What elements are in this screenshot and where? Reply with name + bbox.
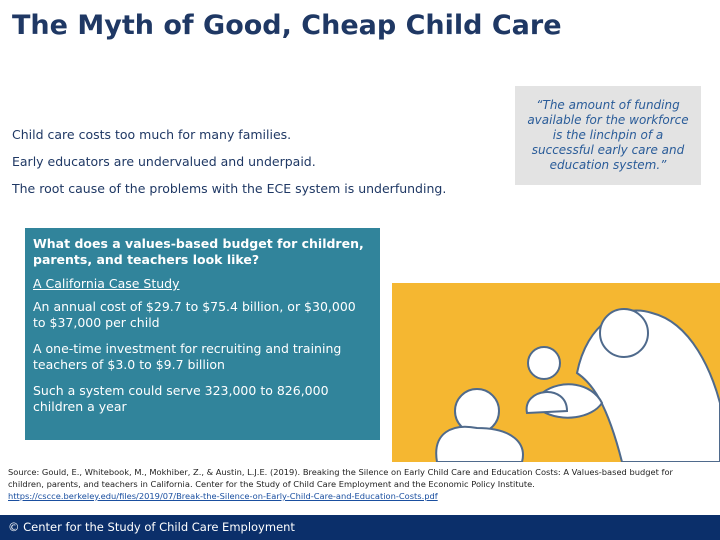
callout-item: A one-time investment for recruiting and… [33,341,342,372]
source-note: Source: Gould, E., Whitebook, M., Mokhib… [8,466,708,502]
callout-item: Such a system could serve 323,000 to 826… [33,383,329,414]
callout-question: What does a values-based budget for chil… [33,236,364,267]
quote-box: “The amount of funding available for the… [515,86,701,185]
quote: “The amount of funding available for the… [527,98,689,172]
footer-bar [0,515,720,540]
case-study-link[interactable]: A California Case Study [33,276,180,291]
callout-box: What does a values-based budget for chil… [25,228,380,440]
source-url[interactable]: https://cscce.berkeley.edu/files/2019/07… [8,491,438,501]
bullet: The root cause of the problems with the … [12,181,447,196]
footer-text: © Center for the Study of Child Care Emp… [8,520,295,534]
bullet: Early educators are undervalued and unde… [12,154,316,169]
source-text: Source: Gould, E., Whitebook, M., Mokhib… [8,467,673,489]
illustration [392,283,720,462]
bullet: Child care costs too much for many famil… [12,127,292,142]
callout-item: An annual cost of $29.7 to $75.4 billion… [33,299,356,330]
slide-title: The Myth of Good, Cheap Child Care [12,10,562,41]
